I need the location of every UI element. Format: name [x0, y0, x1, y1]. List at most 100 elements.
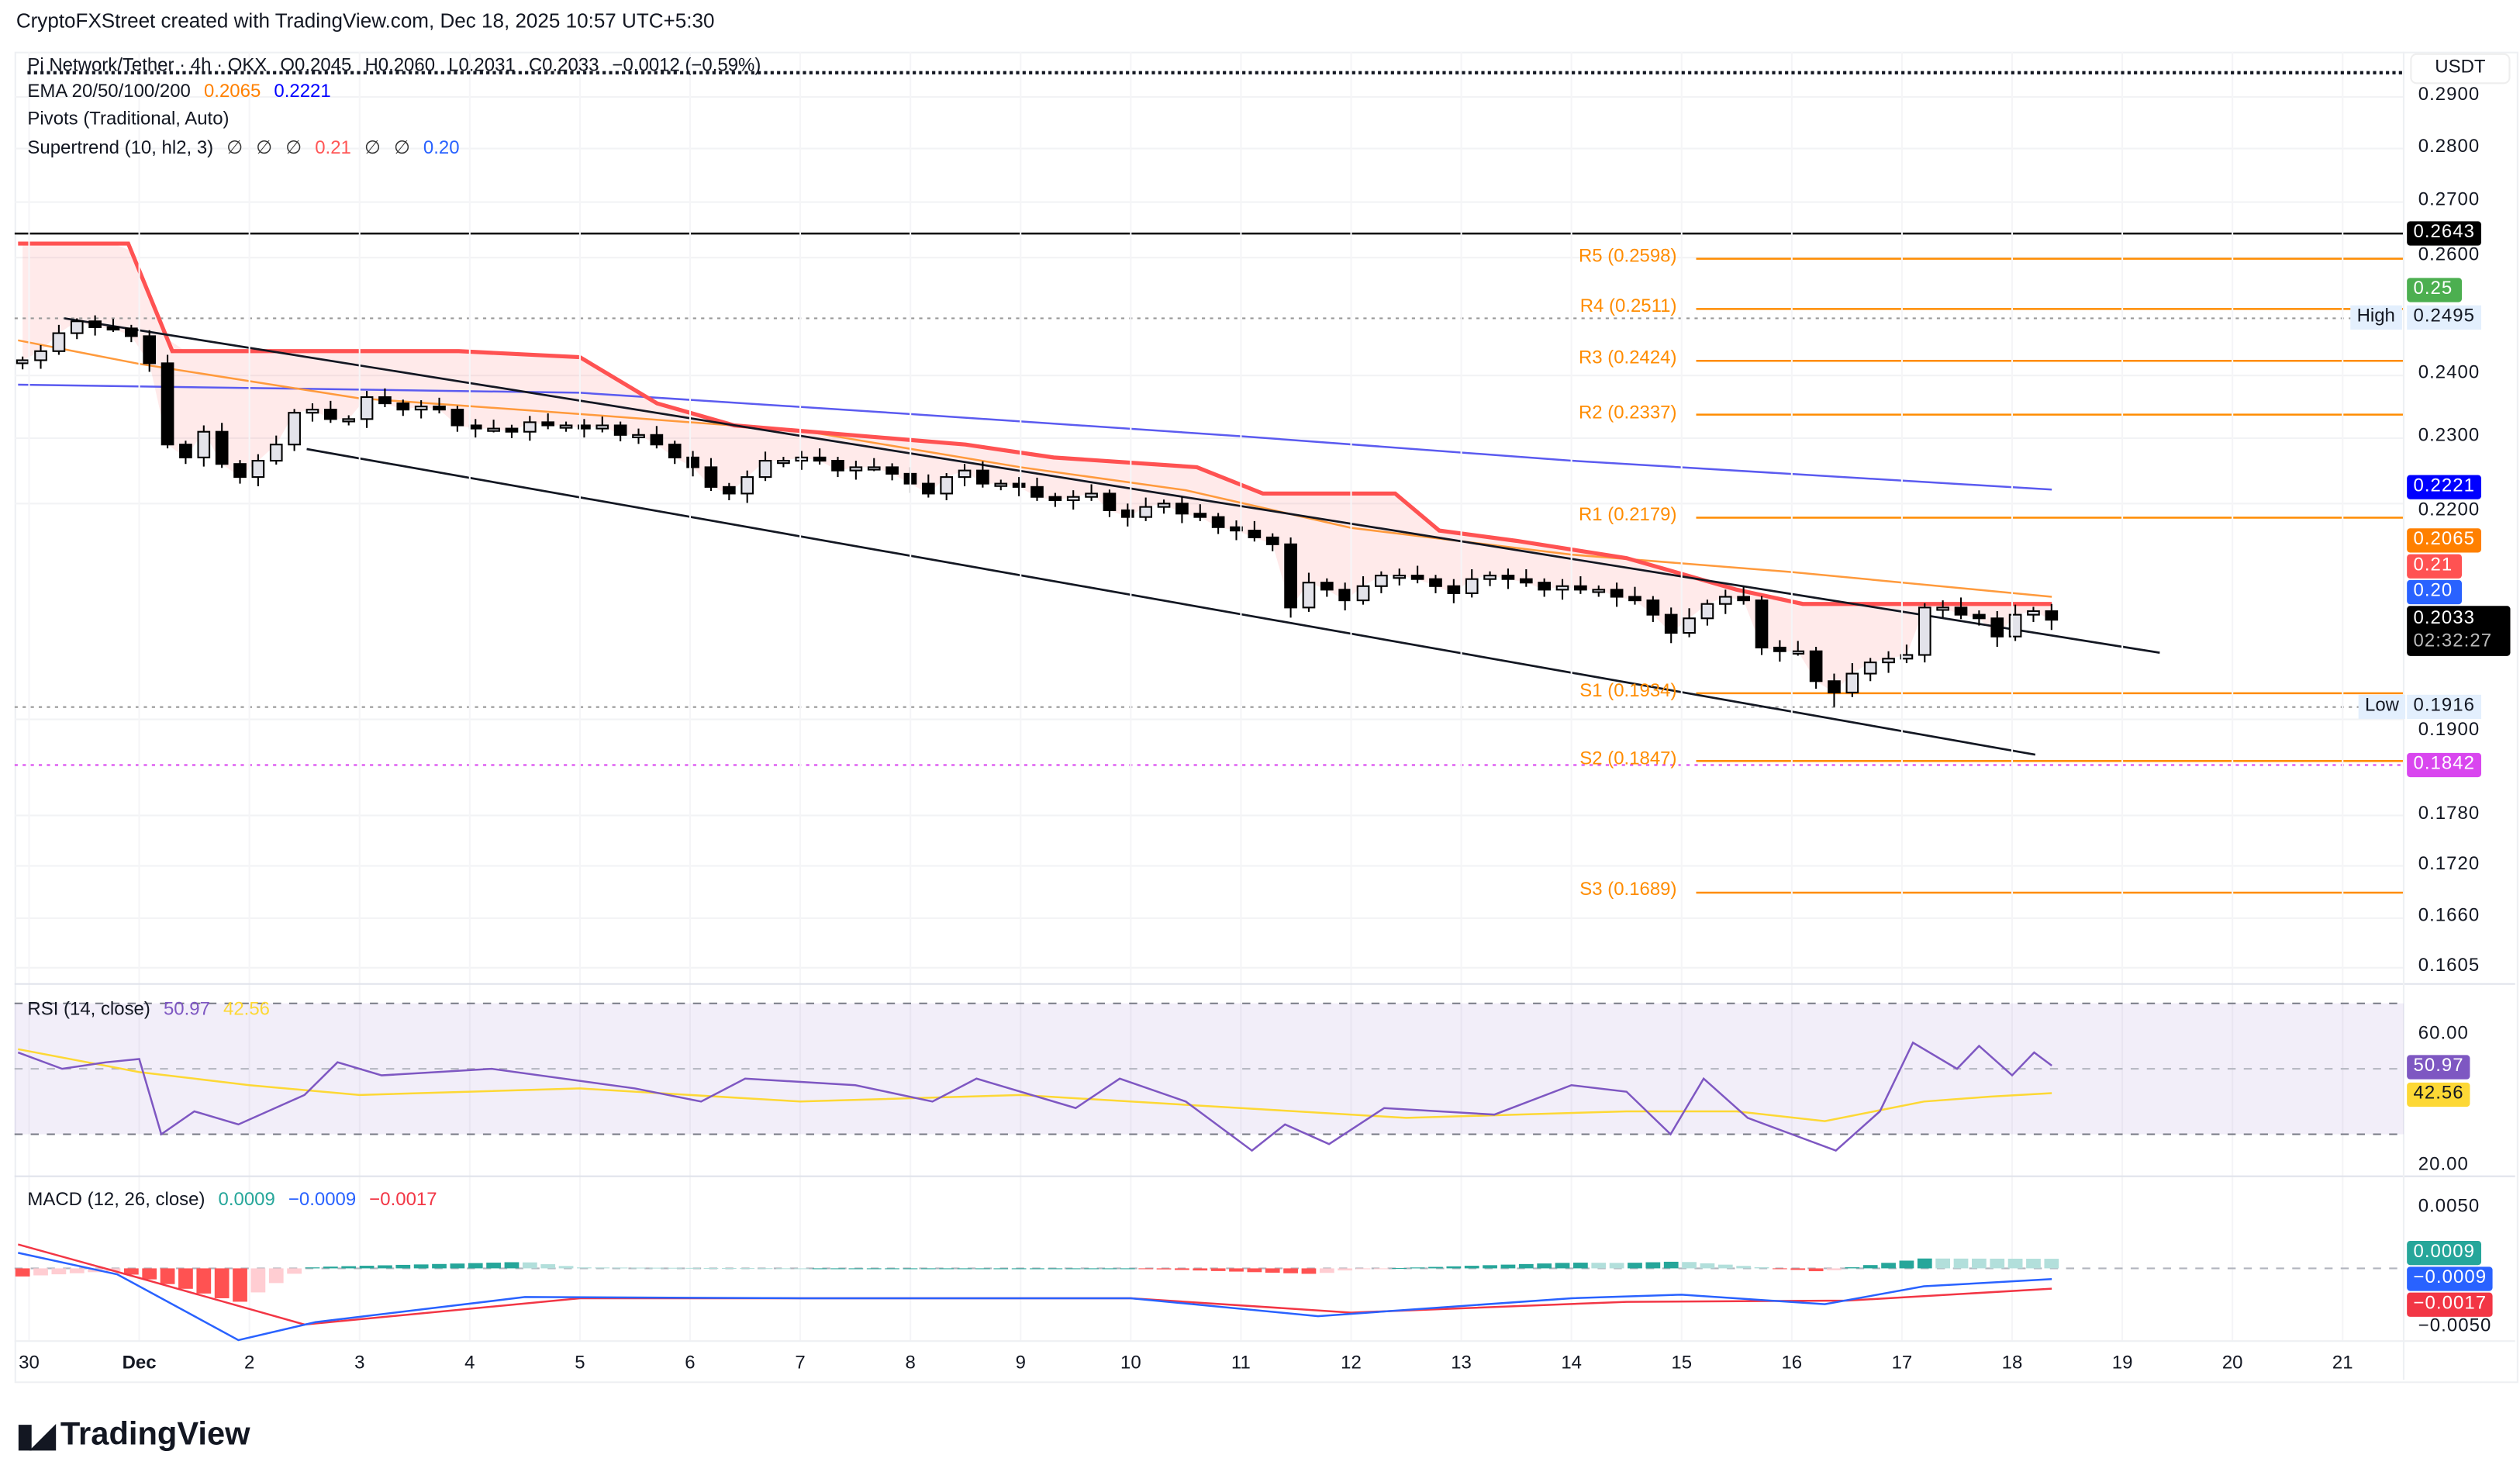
candle-down: [704, 466, 718, 488]
trendline-lower: [306, 447, 2036, 756]
candle-up: [632, 434, 645, 438]
candle-up: [1718, 596, 1732, 605]
candle-up: [1356, 585, 1370, 602]
macd-histogram-bar: [1645, 1262, 1661, 1269]
attribution: CryptoFXStreet created with TradingView.…: [16, 9, 715, 33]
macd-histogram-bar: [33, 1268, 48, 1276]
macd-histogram-bar: [1917, 1258, 1932, 1269]
time-tick: 14: [1561, 1353, 1582, 1374]
price-tick: 0.2700: [2418, 190, 2480, 210]
candle-down: [1809, 650, 1823, 682]
price-tick: 0.1660: [2418, 907, 2480, 927]
supertrend-down-value: 0.21: [315, 139, 351, 159]
candle-up: [740, 476, 754, 495]
candle-up: [251, 459, 265, 479]
macd-histogram-bar: [957, 1268, 972, 1270]
macd-histogram-bar: [1193, 1268, 1208, 1271]
time-tick: Dec: [122, 1353, 157, 1374]
macd-histogram-bar: [123, 1268, 139, 1275]
macd-histogram-bar: [1338, 1268, 1353, 1271]
candle-up: [1302, 582, 1316, 609]
chart-frame: [14, 51, 2518, 1384]
macd-histogram-bar: [1084, 1268, 1099, 1270]
rsi-legend[interactable]: RSI (14, close) 50.97 42.56: [27, 1000, 278, 1020]
macd-histogram-bar: [885, 1268, 899, 1270]
candle-up: [1465, 578, 1479, 594]
candle-up: [269, 444, 283, 462]
macd-histogram-bar: [1682, 1262, 1697, 1269]
candle-down: [1664, 613, 1678, 634]
macd-histogram-bar: [1573, 1263, 1588, 1269]
macd-histogram-bar: [1717, 1264, 1733, 1269]
macd-line: [18, 1252, 2052, 1342]
macd-histogram-bar: [305, 1267, 320, 1269]
macd-histogram-bar: [649, 1267, 665, 1269]
candle-down: [650, 434, 664, 446]
macd-histogram-bar: [359, 1266, 375, 1269]
ema200-line: [18, 383, 2052, 491]
currency-button[interactable]: USDT: [2410, 53, 2511, 85]
supertrend-down-badge: 0.21: [2407, 554, 2462, 579]
macd-histogram-bar: [685, 1267, 700, 1269]
macd-histogram-bar: [323, 1266, 338, 1269]
macd-histogram-bar: [1011, 1268, 1027, 1270]
candle-down: [396, 403, 410, 411]
candle-up: [1936, 606, 1949, 611]
candle-down: [1538, 582, 1551, 591]
time-tick: 10: [1120, 1353, 1141, 1374]
macd-histogram-bar: [378, 1265, 392, 1269]
candle-down: [1175, 503, 1189, 515]
macd-histogram-bar: [1065, 1268, 1081, 1270]
candle-up: [758, 459, 772, 479]
candle-down: [1755, 600, 1769, 649]
macd-histogram-bar: [1628, 1263, 1642, 1269]
macd-histogram-bar: [468, 1263, 483, 1269]
ema-legend[interactable]: EMA 20/50/100/200 0.2065 0.2221: [27, 82, 339, 102]
candle-down: [143, 335, 157, 365]
candle-down: [613, 424, 627, 436]
brand-name: TradingView: [60, 1417, 250, 1453]
macd-histogram-bar: [1609, 1263, 1624, 1269]
macd-histogram-bar: [1736, 1266, 1752, 1269]
bar-countdown: 02:32:27: [2413, 631, 2493, 651]
macd-histogram-bar: [1972, 1258, 1987, 1269]
time-tick: 15: [1671, 1353, 1693, 1374]
candle-down: [233, 463, 247, 479]
candle-down: [1628, 596, 1641, 602]
macd-histogram-bar: [595, 1267, 610, 1269]
supertrend-value: ∅: [285, 139, 302, 159]
tradingview-logo[interactable]: ▮◢ TradingView: [16, 1415, 250, 1456]
macd-histogram-bar: [1265, 1268, 1280, 1273]
macd-histogram-bar: [160, 1268, 175, 1284]
price-tick: 0.2200: [2418, 500, 2480, 520]
symbol-legend[interactable]: Pi Network/Tether · 4h · OKX O0.2045 H0.…: [27, 57, 2402, 76]
candle-down: [831, 459, 844, 472]
candle-down: [450, 409, 464, 427]
candle-up: [1683, 617, 1696, 634]
macd-histogram-bar: [613, 1267, 628, 1269]
candle-up: [867, 466, 881, 471]
candle-up: [559, 424, 573, 429]
macd-histogram-bar: [1048, 1268, 1063, 1270]
candle-down: [161, 362, 174, 446]
price-tick: 0.2900: [2418, 85, 2480, 105]
candle-up: [1483, 575, 1496, 580]
last-price-badge: 0.2033 02:32:27: [2407, 606, 2511, 656]
supertrend-legend[interactable]: Supertrend (10, hl2, 3) ∅ ∅ ∅ 0.21 ∅ ∅ 0…: [27, 136, 468, 158]
macd-histogram-bar: [939, 1268, 954, 1270]
pivots-legend[interactable]: Pivots (Traditional, Auto): [27, 110, 237, 130]
hline-price-badge: 0.2643: [2407, 221, 2482, 246]
macd-histogram-bar: [1827, 1268, 1842, 1270]
macd-histogram-bar: [758, 1268, 773, 1270]
macd-histogram-bar: [631, 1267, 646, 1269]
macd-legend[interactable]: MACD (12, 26, close) 0.0009 −0.0009 −0.0…: [27, 1190, 445, 1210]
candle-up: [1157, 503, 1171, 508]
price-tick: 0.1900: [2418, 720, 2480, 741]
candle-down: [1828, 680, 1841, 693]
candle-down: [1248, 530, 1262, 538]
candle-up: [414, 406, 428, 411]
ema200-badge: 0.2221: [2407, 475, 2482, 499]
pivot-label: S1 (0.1934): [1579, 682, 1677, 702]
macd-histogram-bar: [703, 1267, 719, 1269]
